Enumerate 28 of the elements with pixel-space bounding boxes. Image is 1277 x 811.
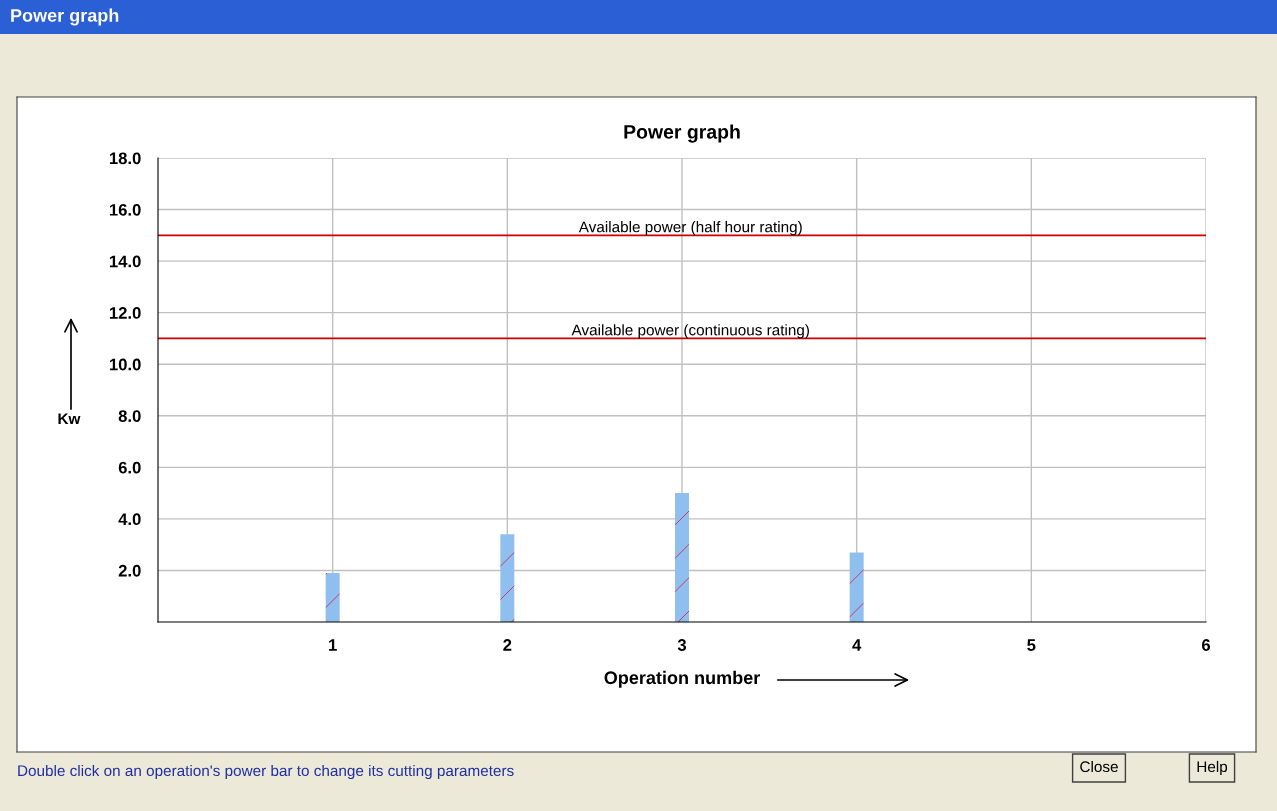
- x-tick-label: 3: [677, 639, 687, 651]
- y-tick-label: 18.0: [109, 152, 141, 165]
- x-tick-label: 4: [852, 639, 862, 651]
- bar: [849, 552, 864, 622]
- y-axis-title: Kw: [58, 413, 81, 424]
- chart-title: Power graph: [624, 124, 740, 143]
- y-tick-label: 8.0: [118, 410, 141, 422]
- text: Power graph: [11, 8, 119, 26]
- y-tick-label: 6.0: [118, 461, 141, 474]
- y-tick-label: 4.0: [118, 513, 141, 526]
- y-tick-label: 2.0: [118, 564, 141, 577]
- text: Close: [1080, 760, 1118, 773]
- ref-line-label: Available power (continuous rating): [571, 324, 809, 339]
- bar: [675, 493, 689, 622]
- text: Help: [1197, 760, 1228, 776]
- bar: [325, 573, 340, 622]
- y-tick-label: 14.0: [109, 255, 141, 268]
- x-tick-label: 5: [1027, 639, 1036, 651]
- y-tick-label: 12.0: [109, 307, 141, 319]
- text: Double click on an operation's power bar to change its cutting parameters: [18, 764, 514, 780]
- bar: [500, 534, 515, 622]
- x-tick-label: 6: [1201, 639, 1211, 651]
- y-tick-label: 16.0: [109, 203, 141, 216]
- x-tick-label: 2: [503, 639, 512, 651]
- ref-line-label: Available power (half hour rating): [578, 221, 802, 236]
- x-tick-label: 1: [329, 639, 337, 651]
- y-tick-label: 10.0: [109, 358, 141, 371]
- x-axis-title: Operation number: [604, 670, 760, 688]
